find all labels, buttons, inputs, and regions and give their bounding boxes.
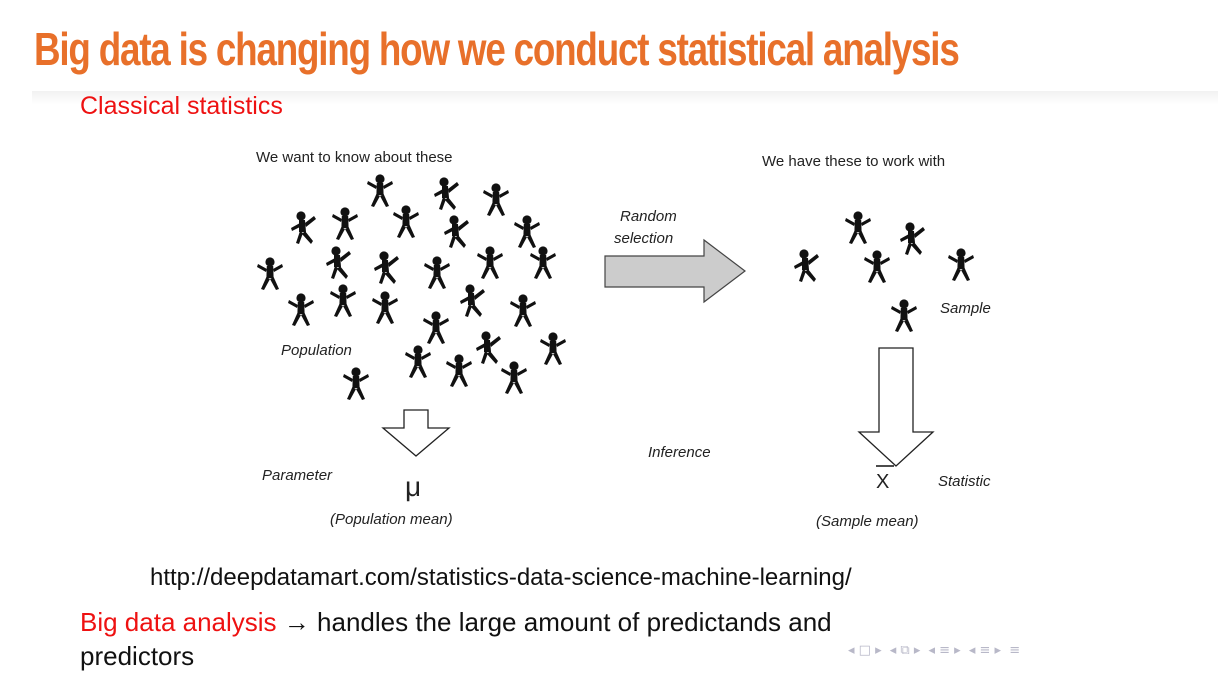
population-heading: We want to know about these: [256, 149, 453, 166]
big-data-continuation: predictors: [80, 641, 195, 671]
nav-first-icon[interactable]: ◂ □ ▸: [848, 643, 882, 658]
population-mean-label: (Population mean): [330, 511, 453, 528]
sample-heading: We have these to work with: [762, 153, 945, 170]
implies-arrow: →: [283, 607, 310, 637]
nav-menu-icon[interactable]: ≡: [1009, 643, 1021, 658]
big-data-highlight: Big data analysis: [80, 607, 277, 637]
population-label: Population: [281, 342, 352, 359]
selection-label: selection: [614, 230, 673, 247]
random-label: Random: [620, 208, 677, 225]
statistic-label: Statistic: [938, 473, 991, 490]
parameter-label: Parameter: [262, 467, 333, 484]
beamer-navigation: ◂ □ ▸ ◂ ⧉ ▸ ◂ ≡ ▸ ◂ ≡ ▸ ≡: [848, 643, 1024, 658]
mu-symbol: μ: [405, 471, 421, 502]
sample-mean-label: (Sample mean): [816, 513, 919, 530]
big-data-text: Big data analysis → handles the large am…: [80, 605, 1200, 673]
nav-section-icon[interactable]: ◂ ≡ ▸: [928, 643, 961, 658]
population-down-arrow: [381, 409, 451, 457]
nav-frame-icon[interactable]: ◂ ⧉ ▸: [889, 643, 921, 658]
sample-label: Sample: [940, 300, 991, 317]
source-url[interactable]: http://deepdatamart.com/statistics-data-…: [150, 564, 852, 591]
slide-subtitle: Classical statistics: [80, 92, 283, 120]
inference-arrow: [857, 347, 935, 467]
big-data-description: handles the large amount of predictands …: [317, 607, 832, 637]
random-selection-arrow: [604, 238, 746, 304]
inference-label: Inference: [648, 444, 711, 461]
population-crowd: [257, 174, 566, 400]
slide-title: Big data is changing how we conduct stat…: [34, 23, 960, 75]
figure-top-border: [32, 91, 1218, 105]
xbar-symbol: X: [876, 471, 889, 493]
nav-subsection-icon[interactable]: ◂ ≡ ▸: [968, 643, 1002, 658]
sampling-diagram: We want to know about these We have thes…: [256, 149, 991, 530]
